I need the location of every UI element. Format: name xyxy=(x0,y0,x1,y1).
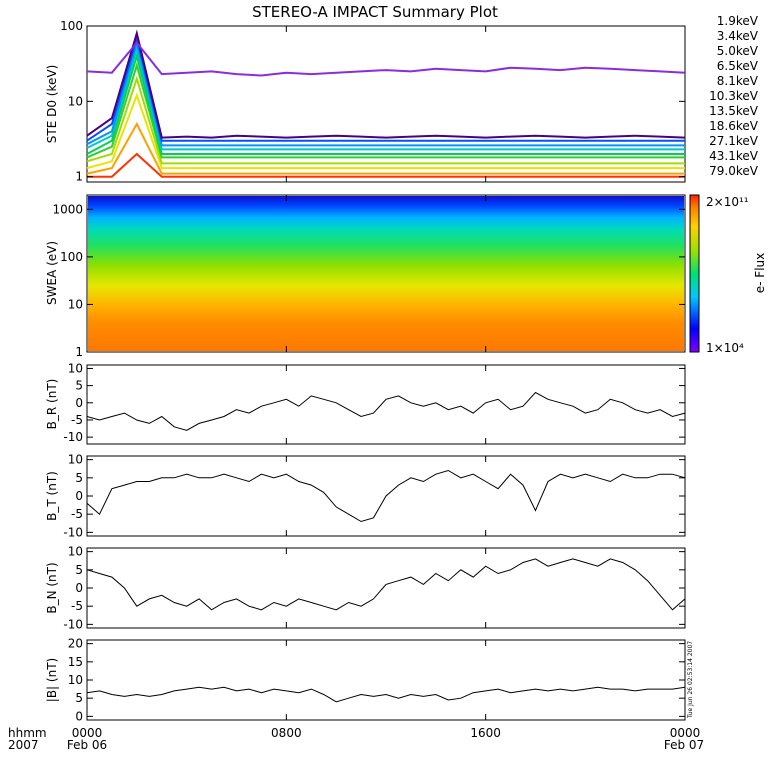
ste-ytick-label: 100 xyxy=(60,19,83,33)
legend-entry: 13.5keV xyxy=(709,104,759,118)
ste-series-line xyxy=(86,92,685,170)
bn-panel-frame xyxy=(86,547,686,629)
end-date-label: Feb 07 xyxy=(664,738,704,752)
legend-entry: 18.6keV xyxy=(709,119,759,133)
bt-ytick-label: 5 xyxy=(75,471,83,485)
bn-ytick-label: 5 xyxy=(75,563,83,577)
x-tick-label: 0800 xyxy=(271,726,302,740)
ste-series-line xyxy=(87,152,685,178)
br-ytick-label: 5 xyxy=(75,379,83,393)
ste-panel-frame xyxy=(86,25,686,183)
legend-entry: 27.1keV xyxy=(709,134,759,148)
colorbar-min-label: 1×10⁴ xyxy=(706,341,744,355)
swea-spectrogram xyxy=(88,196,684,351)
br-ytick-label: 0 xyxy=(75,396,83,410)
swea-ytick-label: 1 xyxy=(75,345,83,359)
br-ylabel: B_R (nT) xyxy=(45,379,59,430)
bn-ylabel: B_N (nT) xyxy=(45,562,59,613)
legend-entry: 5.0keV xyxy=(717,44,759,58)
br-trace-group xyxy=(86,391,686,431)
colorbar-max-label: 2×10¹¹ xyxy=(706,195,749,209)
legend-entry: 43.1keV xyxy=(709,149,759,163)
bn-ytick-label: 0 xyxy=(75,581,83,595)
bt-trace-group xyxy=(86,469,686,523)
ste-series-line xyxy=(86,44,685,151)
time-axis-label: hhmm xyxy=(8,726,47,740)
ste-ytick-label: 10 xyxy=(68,94,83,108)
br-ytick-label: -10 xyxy=(63,430,83,444)
bmag-ytick-label: 5 xyxy=(75,691,83,705)
y-tick-group: 11010010001001011050-5-101050-5-101050-5… xyxy=(52,19,685,723)
legend-entry: 79.0keV xyxy=(709,164,759,178)
legend-entry: 10.3keV xyxy=(709,89,759,103)
ste-ylabel: STE D0 (keV) xyxy=(45,65,59,144)
bt-ytick-label: 0 xyxy=(75,489,83,503)
swea-ytick-label: 10 xyxy=(68,297,83,311)
ste-series-line xyxy=(86,41,686,77)
year-axis-label: 2007 xyxy=(8,738,39,752)
br-ytick-label: 10 xyxy=(68,361,83,375)
br-ytick-label: -5 xyxy=(71,413,83,427)
bmag-ytick-label: 15 xyxy=(68,655,83,669)
swea-ytick-label: 1000 xyxy=(52,202,83,216)
swea-ytick-label: 100 xyxy=(60,250,83,264)
bt-ylabel: B_T (nT) xyxy=(45,471,59,521)
bmag-ytick-label: 10 xyxy=(68,673,83,687)
bmag-trace xyxy=(86,686,686,703)
ste-series-line xyxy=(86,121,685,175)
br-panel-frame xyxy=(86,364,686,445)
x-tick-label: 1600 xyxy=(470,726,501,740)
start-date-label: Feb 06 xyxy=(67,738,107,752)
bt-ytick-label: 10 xyxy=(68,453,83,467)
ste-series-line xyxy=(86,38,685,147)
ste-series-line xyxy=(86,75,685,165)
bn-trace xyxy=(86,558,686,611)
ste-ytick-label: 1 xyxy=(75,170,83,184)
colorbar-label: e- Flux xyxy=(753,253,767,293)
bn-ytick-label: -10 xyxy=(63,617,83,631)
bn-ytick-label: -5 xyxy=(71,599,83,613)
bn-trace-group xyxy=(86,558,686,611)
legend-entry: 6.5keV xyxy=(717,59,759,73)
bmag-panel-frame xyxy=(86,639,686,721)
ste-series-line xyxy=(86,33,685,142)
bmag-trace-group xyxy=(86,686,686,703)
ste-series-line xyxy=(86,52,685,155)
bn-ytick-label: 10 xyxy=(68,545,83,559)
ste-series-group xyxy=(86,29,686,178)
x-tick-label: 0000 xyxy=(72,726,103,740)
legend-entry: 1.9keV xyxy=(717,14,759,28)
flux-colorbar xyxy=(689,194,700,353)
legend-entry: 8.1keV xyxy=(717,74,759,88)
bmag-ytick-label: 20 xyxy=(68,637,83,651)
legend-entry: 3.4keV xyxy=(717,29,759,43)
x-tick-label: 0000 xyxy=(670,726,701,740)
bmag-ytick-label: 0 xyxy=(75,709,83,723)
swea-ylabel: SWEA (eV) xyxy=(45,241,59,305)
legend-group: 1.9keV3.4keV5.0keV6.5keV8.1keV10.3keV13.… xyxy=(709,14,759,178)
br-trace xyxy=(86,391,686,431)
ste-series-line xyxy=(86,29,686,139)
bmag-ylabel: |B| (nT) xyxy=(45,658,59,702)
bt-ytick-label: -5 xyxy=(71,507,83,521)
swea-panel-frame xyxy=(86,194,686,353)
bt-ytick-label: -10 xyxy=(63,525,83,539)
x-tick-group: 0000 0800 1600 0000 xyxy=(72,26,701,740)
plot-title: STEREO-A IMPACT Summary Plot xyxy=(252,3,498,21)
timestamp-stamp: Tue Jun 26 02:53:14 2007 xyxy=(687,641,694,719)
ste-series-line xyxy=(86,61,685,159)
bt-trace xyxy=(86,469,686,523)
